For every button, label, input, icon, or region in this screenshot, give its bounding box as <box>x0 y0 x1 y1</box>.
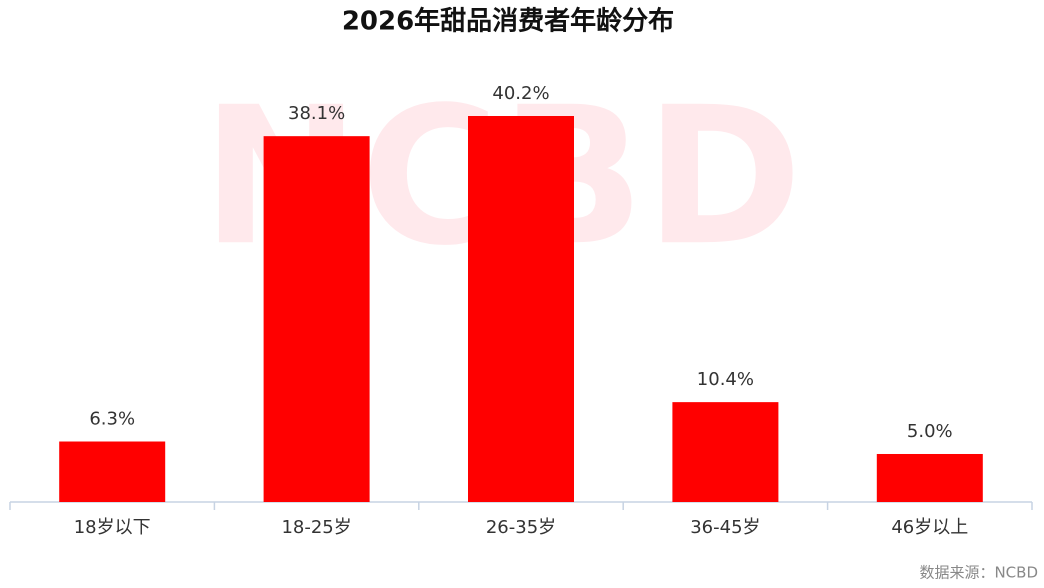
value-label: 6.3% <box>89 409 135 430</box>
source: 数据来源：NCBD <box>919 564 1038 582</box>
x-tick-label: 26-35岁 <box>486 517 556 538</box>
bar <box>263 136 370 502</box>
bar <box>876 453 983 502</box>
x-tick-label: 18岁以下 <box>74 517 151 538</box>
value-label: 10.4% <box>697 369 754 390</box>
bar <box>468 116 574 502</box>
bar <box>672 402 779 502</box>
chart-title: 2026年甜品消费者年龄分布 <box>342 6 674 37</box>
x-tick-label: 46岁以上 <box>891 517 968 538</box>
x-tick-label: 36-45岁 <box>690 517 760 538</box>
value-label: 38.1% <box>288 103 345 124</box>
value-label: 5.0% <box>907 421 953 442</box>
x-tick-label: 18-25岁 <box>281 517 351 538</box>
bar <box>59 441 166 502</box>
value-label: 40.2% <box>492 83 549 104</box>
